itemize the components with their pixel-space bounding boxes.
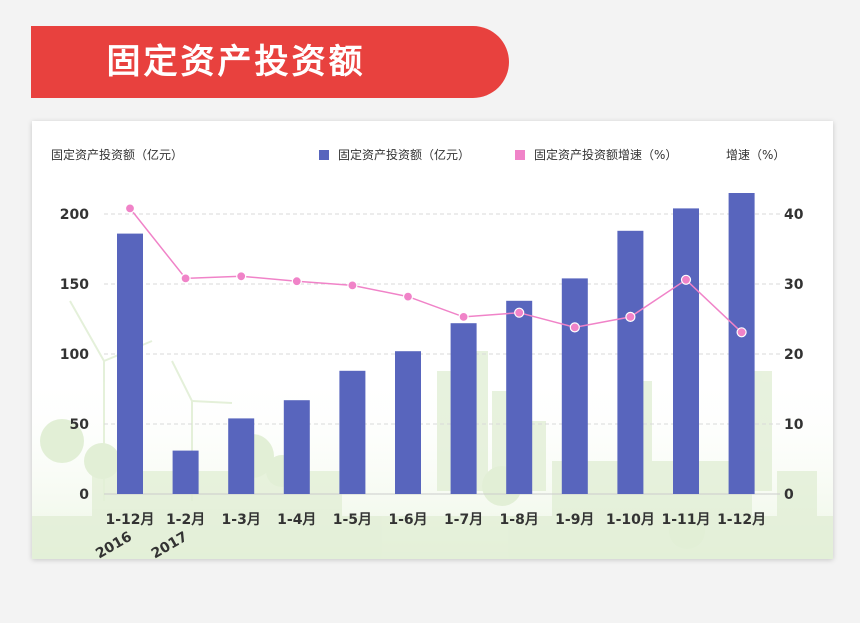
x-tick-label: 1-5月: [333, 512, 372, 528]
bar: [617, 230, 644, 495]
x-tick-label: 1-8月: [500, 512, 539, 528]
right-axis: 0 10 20 30 40: [784, 207, 804, 503]
chart-card: 0 50 100 150 200 0 10 20 30 40 1-12月 1-2月 1-3月 1-4月…: [32, 121, 833, 559]
x-tick-label: 1-12月: [717, 512, 766, 528]
line-point: [291, 276, 302, 287]
line-point: [514, 307, 525, 318]
page-title: 固定资产投资额: [106, 42, 366, 82]
right-axis-title: 增速（%）: [726, 148, 785, 162]
left-tick-label: 0: [79, 487, 89, 503]
left-tick-label: 150: [60, 277, 89, 293]
left-tick-label: 50: [70, 417, 90, 433]
line-point: [569, 322, 580, 333]
title-banner: 固定资产投资额: [31, 26, 509, 98]
line-point: [625, 311, 636, 322]
bar: [172, 450, 199, 494]
line-point: [458, 311, 469, 322]
legend-label-line: 固定资产投资额增速（%）: [534, 147, 677, 162]
x-tick-label: 1-9月: [555, 512, 594, 528]
x-tick-label: 1-3月: [222, 512, 261, 528]
line-point: [180, 273, 191, 284]
bar: [339, 370, 366, 494]
line-point: [402, 291, 414, 302]
left-axis: 0 50 100 150 200: [60, 207, 89, 503]
line-point: [680, 274, 692, 285]
right-tick-label: 10: [784, 417, 804, 433]
legend-label-bar: 固定资产投资额（亿元）: [338, 147, 470, 162]
left-axis-title: 固定资产投资额（亿元）: [51, 147, 183, 162]
right-tick-label: 0: [784, 487, 794, 503]
x-tick-label: 1-6月: [388, 512, 427, 528]
bar: [673, 208, 699, 494]
legend-swatch-bar: [319, 150, 329, 160]
right-tick-label: 40: [784, 207, 804, 223]
legend: 固定资产投资额（亿元） 固定资产投资额增速（%）: [319, 147, 677, 162]
x-tick-label: 1-7月: [444, 512, 483, 528]
x-tick-label: 1-12月: [105, 512, 154, 528]
line-point: [124, 203, 136, 214]
bar-series: [117, 193, 755, 495]
legend-swatch-line: [515, 150, 525, 160]
growth-line: [129, 207, 743, 333]
bar: [228, 418, 255, 494]
grid-lines: [104, 213, 780, 495]
line-point: [236, 271, 247, 282]
line-point: [347, 280, 358, 291]
x-tick-label: 1-2月: [166, 512, 205, 528]
bar: [117, 233, 143, 494]
combo-chart: 0 50 100 150 200 0 10 20 30 40 1-12月 1-2月 1-3月 1-4月…: [32, 147, 833, 559]
x-tick-label: 1-4月: [277, 512, 316, 528]
x-tick-label: 1-11月: [661, 512, 710, 528]
x-tick-label: 1-10月: [606, 512, 655, 528]
left-tick-label: 200: [60, 207, 89, 223]
right-tick-label: 30: [784, 277, 804, 293]
bar: [395, 351, 421, 494]
line-series: [124, 203, 747, 338]
bar: [561, 278, 588, 494]
bar: [506, 300, 533, 494]
left-tick-label: 100: [60, 347, 89, 363]
bar: [283, 400, 310, 494]
right-tick-label: 20: [784, 347, 804, 363]
line-point: [736, 327, 747, 338]
bar: [728, 193, 755, 494]
bar: [450, 323, 477, 494]
